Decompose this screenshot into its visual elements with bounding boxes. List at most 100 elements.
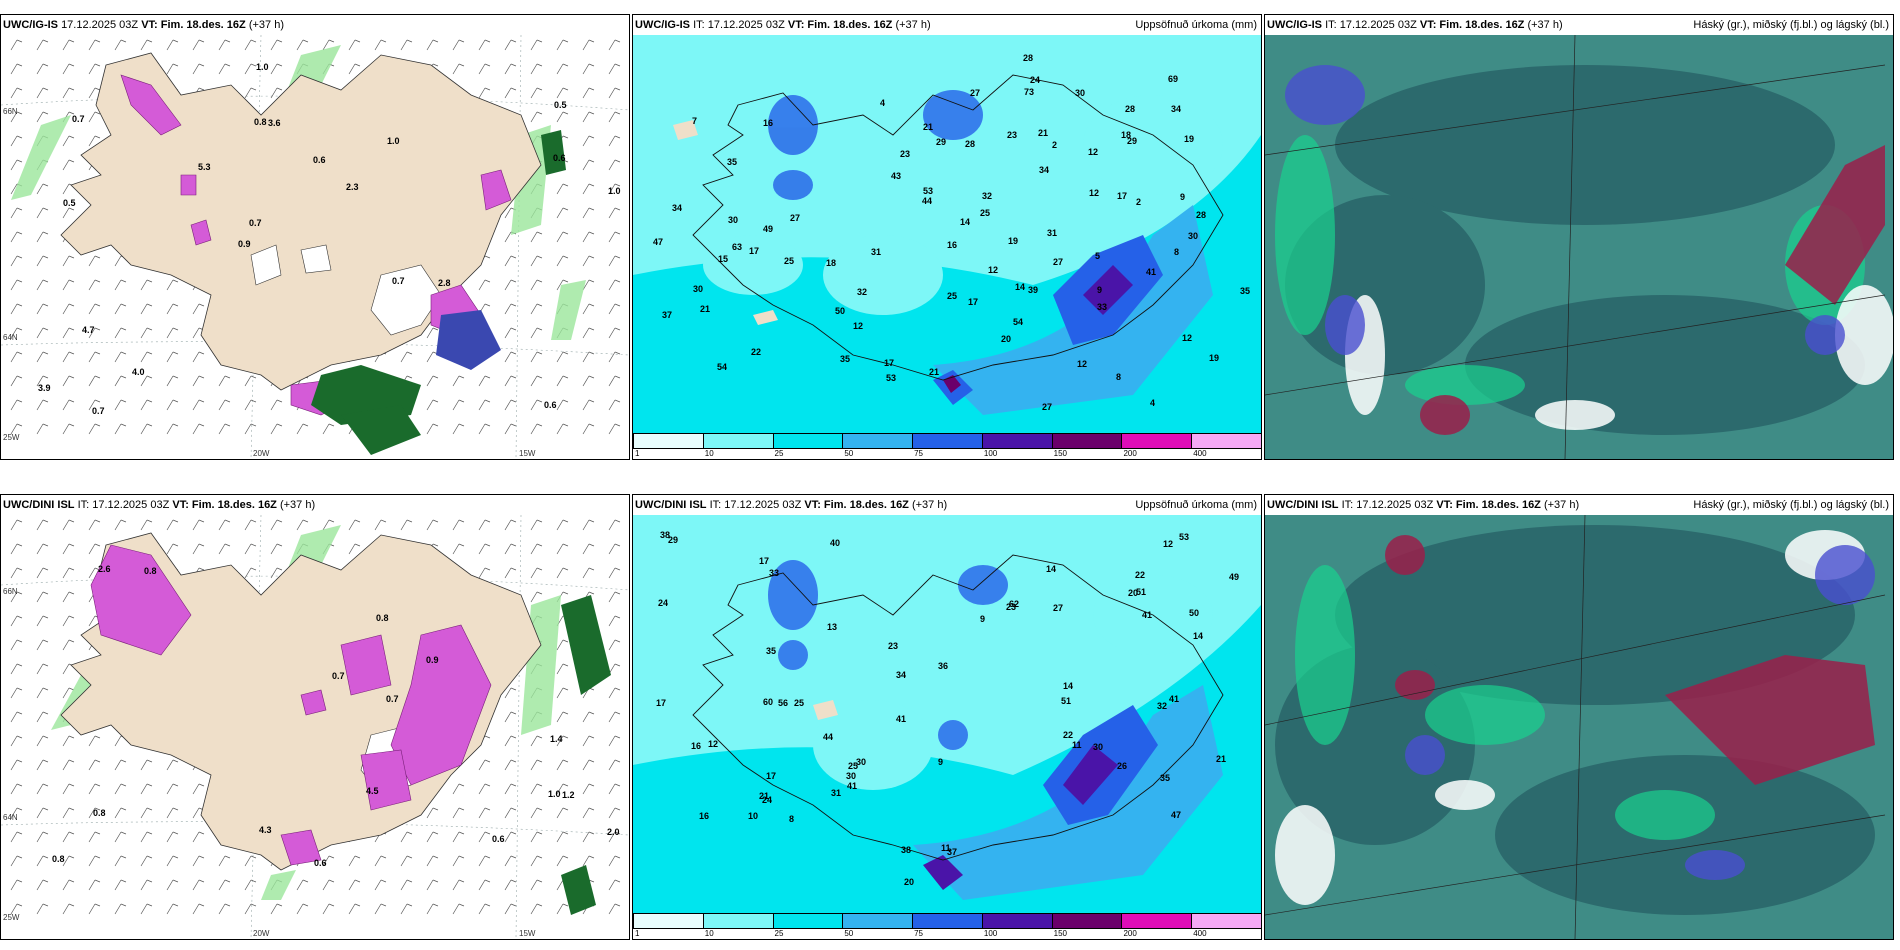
- wind-barb: [608, 615, 621, 627]
- wind-barb: [10, 831, 23, 843]
- map-value-label: 0.7: [72, 114, 85, 124]
- wind-barb: [556, 351, 569, 363]
- wind-barb: [556, 519, 569, 531]
- map-value-label: 9: [938, 757, 943, 767]
- wind-barb: [374, 903, 387, 915]
- wind-barb: [478, 903, 491, 915]
- wind-barb: [504, 831, 517, 843]
- wind-barb: [166, 519, 179, 531]
- wind-barb: [166, 327, 179, 339]
- map-value-label: 0.8: [144, 566, 157, 576]
- wind-barb: [530, 255, 543, 267]
- wind-barb: [36, 735, 49, 747]
- map-value-label: 4: [1150, 398, 1155, 408]
- wind-barb: [244, 39, 257, 51]
- wind-barb: [62, 903, 75, 915]
- wind-barb: [608, 831, 621, 843]
- map-value-label: 21: [923, 122, 933, 132]
- wind-barb: [166, 855, 179, 867]
- map-value-label: 0.6: [314, 858, 327, 868]
- map-value-label: 41: [1142, 610, 1152, 620]
- wind-barb: [88, 63, 101, 75]
- wind-barb: [88, 879, 101, 891]
- map-value-label: 17: [968, 297, 978, 307]
- wind-barb: [348, 855, 361, 867]
- wind-barb: [10, 807, 23, 819]
- wind-barb: [140, 375, 153, 387]
- wind-barb: [62, 327, 75, 339]
- wind-barb: [608, 63, 621, 75]
- lon-label-20w: 20W: [253, 929, 270, 938]
- map-value-label: 30: [728, 215, 738, 225]
- wind-barb: [530, 351, 543, 363]
- wind-barb: [530, 303, 543, 315]
- map-value-label: 25: [980, 208, 990, 218]
- map-value-label: 19: [1184, 134, 1194, 144]
- map-value-label: 8: [1174, 247, 1179, 257]
- wind-barb: [582, 231, 595, 243]
- map-value-label: 1.0: [548, 789, 561, 799]
- wind-barb: [530, 831, 543, 843]
- wind-barb: [114, 327, 127, 339]
- map-value-label: 4: [880, 98, 885, 108]
- model-name: UWC/IG-IS: [635, 19, 690, 31]
- wind-barb: [608, 687, 621, 699]
- wind-barb: [608, 903, 621, 915]
- map-value-label: 56: [778, 698, 788, 708]
- map-value-label: 30: [856, 757, 866, 767]
- map-value-label: 30: [1188, 231, 1198, 241]
- map-area[interactable]: 0.6 0.5 0.5 0.9 1.0 0.7 0.8 0.6 4.7 5.3 3.9 4.0 3.6 2…: [1, 35, 629, 459]
- legend-color-cell: [702, 433, 774, 449]
- wind-barb: [478, 855, 491, 867]
- wind-barb: [88, 279, 101, 291]
- wind-barb: [192, 831, 205, 843]
- legend-tick-label: 10: [704, 929, 714, 938]
- wind-barb: [478, 567, 491, 579]
- map-value-label: 31: [831, 788, 841, 798]
- map-value-label: 0.5: [554, 100, 567, 110]
- wind-barb: [504, 63, 517, 75]
- wind-barb: [582, 807, 595, 819]
- map-area[interactable]: [1265, 515, 1893, 939]
- wind-barb: [88, 351, 101, 363]
- cloud-map-svg: [1265, 515, 1893, 939]
- wind-barb: [582, 279, 595, 291]
- wind-barb: [400, 39, 413, 51]
- snow-map-svg: 0.8 0.7 1.0 2.0 0.8 0.6 0.7 0.9 1.2 0.8 0.8 4.5 1.4 0…: [1, 515, 629, 939]
- wind-barb: [218, 63, 231, 75]
- map-area[interactable]: 0.8 0.7 1.0 2.0 0.8 0.6 0.7 0.9 1.2 0.8 0.8 4.5 1.4 0…: [1, 515, 629, 939]
- wind-barb: [88, 375, 101, 387]
- map-area[interactable]: [1265, 35, 1893, 459]
- map-value-label: 0.7: [332, 671, 345, 681]
- legend-color-cell: [1121, 433, 1193, 449]
- map-value-label: 53: [886, 373, 896, 383]
- wind-barb: [556, 279, 569, 291]
- map-value-label: 44: [823, 732, 833, 742]
- map-value-label: 21: [759, 791, 769, 801]
- lead-time-cont: h): [274, 19, 284, 31]
- map-value-label: 30: [1075, 88, 1085, 98]
- map-value-label: 18: [1121, 130, 1131, 140]
- wind-barb: [426, 423, 439, 435]
- wind-barb: [452, 375, 465, 387]
- field-title: Háský (gr.), miðský (fj.bl.) og lágský (…: [1693, 19, 1889, 31]
- wind-barb: [530, 111, 543, 123]
- map-area[interactable]: 16 11 62 51 47 20 40 9 9 8 32 24 22 25 29 23 25 34 31 14 27 3…: [633, 515, 1261, 913]
- wind-barb: [62, 615, 75, 627]
- wind-barb: [348, 63, 361, 75]
- wind-barb: [504, 255, 517, 267]
- map-value-label: 30: [693, 284, 703, 294]
- wind-barb: [36, 711, 49, 723]
- wind-barb: [608, 231, 621, 243]
- wind-barb: [556, 711, 569, 723]
- init-time: 17.12.2025 03Z: [61, 19, 139, 31]
- map-value-label: 24: [762, 795, 772, 805]
- wind-barb: [556, 423, 569, 435]
- map-area[interactable]: 4 17 14 7 12 35 22 18 12 29 2 8 12 4 19 21 5 14 34 54 69 28 17…: [633, 35, 1261, 433]
- wind-barb: [270, 423, 283, 435]
- map-value-label: 25: [794, 698, 804, 708]
- wind-barb: [244, 423, 257, 435]
- wind-barb: [62, 39, 75, 51]
- wind-barb: [504, 87, 517, 99]
- wind-barb: [556, 255, 569, 267]
